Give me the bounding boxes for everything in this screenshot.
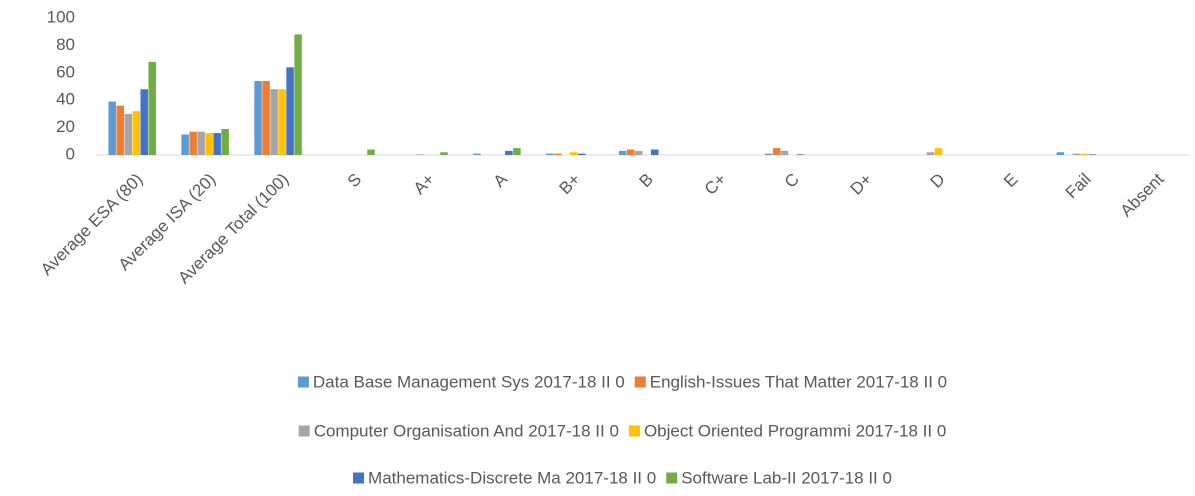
x-tick-label: D+ [847,170,876,199]
x-tick-label: A [490,169,512,191]
legend-swatch [298,425,310,437]
bar [221,128,229,155]
bar [570,152,578,155]
bar [651,149,659,155]
x-tick-label: C+ [701,170,730,199]
bar [554,153,562,155]
bar [116,105,124,155]
bar [440,152,448,155]
bar [505,150,513,155]
bar [108,101,116,155]
legend-label: Software Lab-II 2017-18 II 0 [681,468,892,487]
legend-label: English-Issues That Matter 2017-18 II 0 [650,372,947,391]
y-tick-label: 20 [56,117,75,136]
bar [1088,154,1097,155]
legend-label: Object Oriented Programmi 2017-18 II 0 [644,421,946,440]
x-tick-label: B [636,170,657,191]
bar [205,133,213,155]
x-tick-label: A+ [410,170,439,199]
bar [627,149,635,155]
legend-swatch [353,472,365,484]
bar [1072,153,1081,155]
legend-swatch [634,376,646,388]
bar [270,89,278,155]
bar [140,89,148,155]
bar [254,81,262,155]
bar [286,67,294,155]
bar [764,153,773,155]
bar [934,148,943,155]
legend-label: Mathematics-Discrete Ma 2017-18 II 0 [368,468,656,487]
x-tick-label: S [344,170,365,191]
legend-swatch [628,425,640,437]
y-tick-label: 100 [47,7,75,26]
bar [181,134,189,155]
bar [294,34,302,155]
bar [197,131,205,155]
y-tick-label: 80 [56,35,75,54]
bar [1080,153,1089,155]
bar [780,150,789,155]
x-tick-label: Absent [1117,169,1168,220]
bar [132,111,140,155]
legend-swatch [297,376,309,388]
bar [619,150,627,155]
bar [772,148,781,155]
legend-label: Data Base Management Sys 2017-18 II 0 [313,372,625,391]
bar [513,148,521,155]
bar [546,153,554,155]
bar [578,153,586,155]
bar [1056,152,1065,155]
bar [262,81,270,155]
bar [473,153,481,155]
bar [278,89,286,155]
x-tick-label: E [1000,170,1021,191]
x-tick-label: B+ [556,170,585,199]
x-tick-label: C [781,170,803,192]
bar [189,131,197,155]
y-tick-label: 0 [66,144,75,163]
bar [124,113,132,155]
bar [796,154,805,155]
bar [416,154,424,155]
legend-swatch [666,472,678,484]
bar [213,133,221,155]
y-tick-label: 40 [56,90,75,109]
x-tick-label: D [927,170,949,192]
bar [148,61,156,156]
x-tick-label: Fail [1062,170,1095,203]
bar [635,150,643,155]
bar [926,152,935,155]
bar [367,149,375,155]
legend-label: Computer Organisation And 2017-18 II 0 [314,421,619,440]
y-tick-label: 60 [56,62,75,81]
